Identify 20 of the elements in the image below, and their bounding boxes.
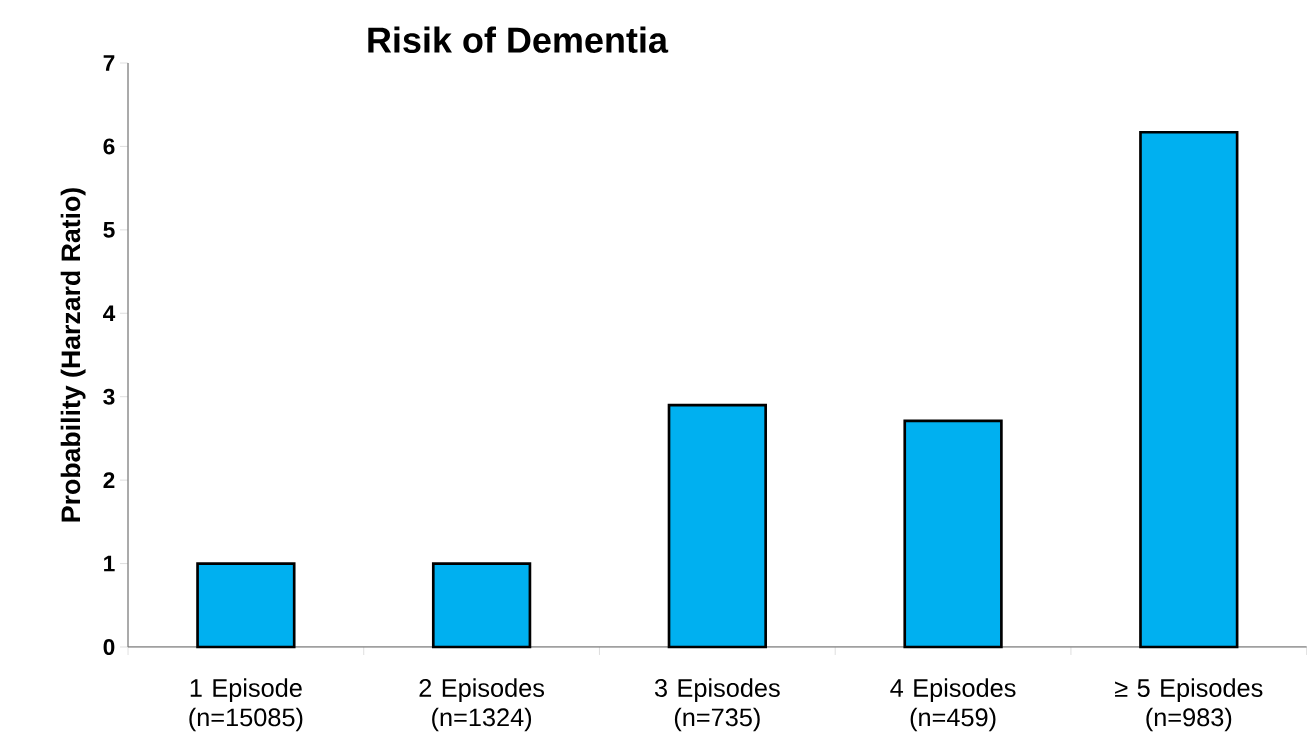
bar [1139,130,1239,649]
y-axis-title: Probability (Harzard Ratio) [60,188,86,522]
bar [431,562,532,649]
y-tick-label: 0 [103,638,115,656]
y-tick-label: 4 [103,305,116,322]
bar [667,403,767,649]
x-tick-label: 2 Episodes (n=1324) [419,678,545,732]
x-tick-label: ≥ 5 Episodes (n=983) [1115,678,1263,732]
y-tick-label: 2 [103,472,115,489]
bar [196,562,296,649]
y-tick-label: 1 [104,555,115,572]
y-tick-label: 7 [103,55,115,71]
chart-title: Risik of Dementia [368,26,669,53]
y-tick-label: 6 [103,138,115,155]
x-tick-label: 1 Episode (n=15085) [189,678,303,732]
x-tick-label: 3 Episodes (n=735) [654,678,780,732]
y-tick-label: 5 [103,221,115,238]
bar [903,419,1003,649]
y-tick-label: 3 [103,388,115,405]
x-tick-label: 4 Episodes (n=459) [890,678,1016,732]
